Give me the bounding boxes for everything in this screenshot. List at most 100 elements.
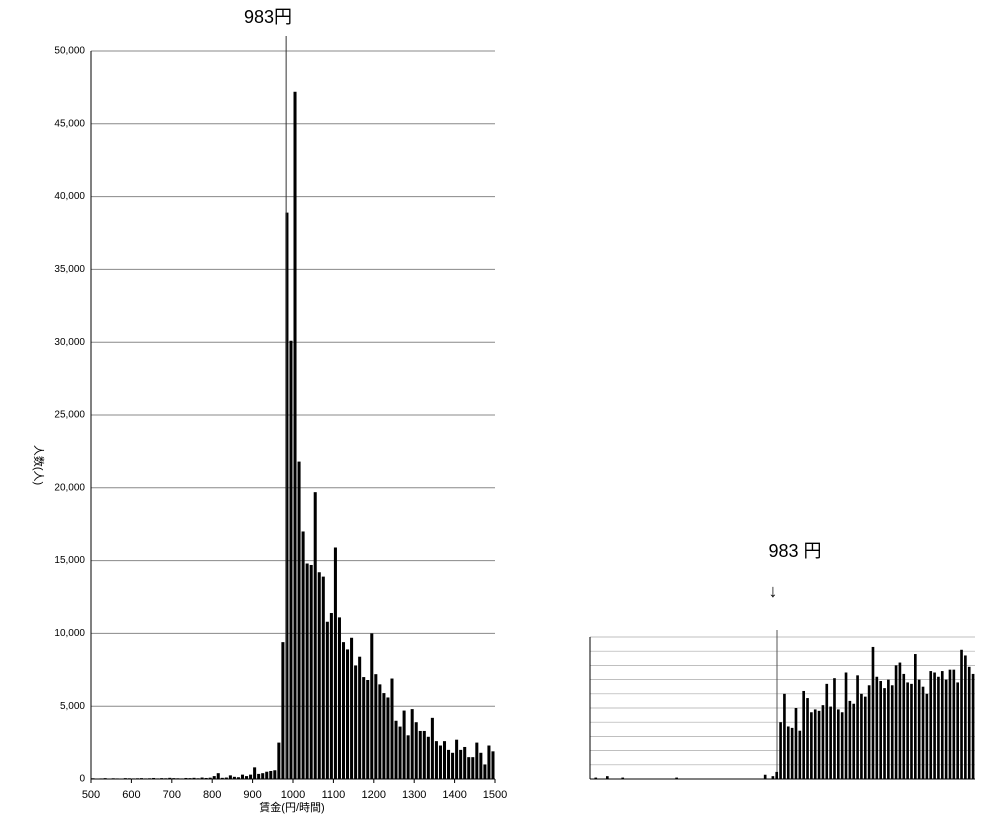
bar bbox=[790, 727, 794, 779]
bar bbox=[172, 778, 176, 779]
bar bbox=[840, 712, 844, 779]
bar bbox=[358, 656, 362, 779]
bar bbox=[833, 678, 836, 779]
x-tick-label: 1100 bbox=[322, 789, 346, 801]
bar bbox=[467, 757, 471, 779]
y-tick-label: 50,000 bbox=[54, 46, 85, 57]
bar bbox=[168, 777, 172, 779]
bar bbox=[144, 778, 148, 779]
bar bbox=[917, 679, 921, 779]
bar bbox=[160, 778, 164, 779]
bar bbox=[301, 531, 305, 779]
bar bbox=[236, 777, 240, 779]
x-tick-label: 1000 bbox=[281, 789, 305, 801]
bar bbox=[479, 752, 483, 779]
bar bbox=[875, 676, 879, 779]
bar bbox=[220, 777, 224, 779]
bar bbox=[944, 679, 948, 779]
bar bbox=[91, 778, 95, 779]
bar bbox=[277, 742, 281, 779]
bar bbox=[921, 686, 925, 779]
bar bbox=[216, 773, 220, 779]
bar bbox=[967, 666, 971, 779]
bar bbox=[952, 669, 956, 779]
bar bbox=[285, 212, 289, 780]
bar bbox=[152, 777, 156, 779]
bar bbox=[829, 706, 832, 779]
bar bbox=[871, 646, 875, 779]
bar bbox=[350, 637, 354, 779]
bar bbox=[305, 563, 309, 779]
bar bbox=[771, 776, 775, 779]
bar bbox=[297, 461, 301, 779]
bar bbox=[398, 726, 402, 779]
bar bbox=[960, 649, 963, 779]
bar bbox=[366, 679, 370, 779]
bar bbox=[863, 696, 867, 779]
inset-annotation: 983 円 bbox=[768, 541, 821, 561]
bar bbox=[317, 572, 321, 779]
bar bbox=[382, 693, 386, 779]
bar bbox=[362, 677, 366, 779]
bar bbox=[798, 730, 802, 779]
bar bbox=[442, 741, 447, 779]
bar bbox=[337, 617, 341, 779]
bar bbox=[459, 749, 463, 779]
bar bbox=[394, 720, 398, 779]
bar bbox=[487, 745, 491, 779]
bar bbox=[430, 717, 434, 779]
bar bbox=[406, 735, 410, 779]
bar bbox=[418, 730, 422, 779]
bar bbox=[594, 777, 598, 779]
bar bbox=[786, 726, 790, 779]
x-tick-label: 900 bbox=[243, 789, 261, 801]
bar bbox=[281, 642, 285, 779]
y-tick-label: 10,000 bbox=[54, 628, 85, 639]
bar bbox=[346, 649, 350, 779]
bar bbox=[852, 703, 856, 779]
bar bbox=[135, 778, 139, 779]
bar bbox=[265, 771, 269, 779]
bar bbox=[293, 91, 297, 779]
x-tick-label: 1500 bbox=[483, 789, 507, 801]
bar bbox=[964, 655, 967, 779]
bar bbox=[902, 673, 906, 779]
bar bbox=[196, 778, 200, 779]
bar bbox=[813, 709, 817, 779]
bar bbox=[188, 778, 192, 779]
bar bbox=[321, 576, 325, 779]
bar bbox=[386, 697, 390, 779]
y-tick-label: 40,000 bbox=[54, 191, 85, 202]
bar bbox=[257, 773, 261, 779]
bar bbox=[426, 736, 430, 779]
bar bbox=[867, 685, 871, 779]
bar bbox=[232, 776, 236, 779]
bar bbox=[204, 777, 208, 779]
bar bbox=[879, 681, 882, 779]
bar bbox=[817, 710, 821, 779]
bar bbox=[894, 665, 898, 779]
y-tick-label: 15,000 bbox=[54, 555, 85, 566]
bar bbox=[948, 669, 952, 779]
bar bbox=[422, 730, 426, 779]
bar bbox=[675, 777, 678, 779]
bar bbox=[451, 752, 455, 779]
bar bbox=[890, 685, 894, 779]
bar bbox=[176, 778, 180, 779]
y-tick-label: 25,000 bbox=[54, 410, 85, 421]
x-tick-label: 700 bbox=[163, 789, 181, 801]
bar bbox=[224, 777, 228, 779]
bar bbox=[775, 771, 779, 779]
bar bbox=[269, 770, 273, 779]
bar bbox=[374, 674, 378, 779]
y-tick-label: 30,000 bbox=[54, 337, 85, 348]
x-axis-label: 賃金(円/時間) bbox=[259, 800, 324, 814]
bar bbox=[940, 671, 944, 779]
bar bbox=[471, 757, 475, 779]
bar bbox=[971, 673, 975, 779]
bar bbox=[212, 776, 216, 779]
y-axis-label: 人数(人) bbox=[32, 445, 45, 485]
bar bbox=[810, 712, 813, 779]
bar bbox=[763, 774, 767, 779]
